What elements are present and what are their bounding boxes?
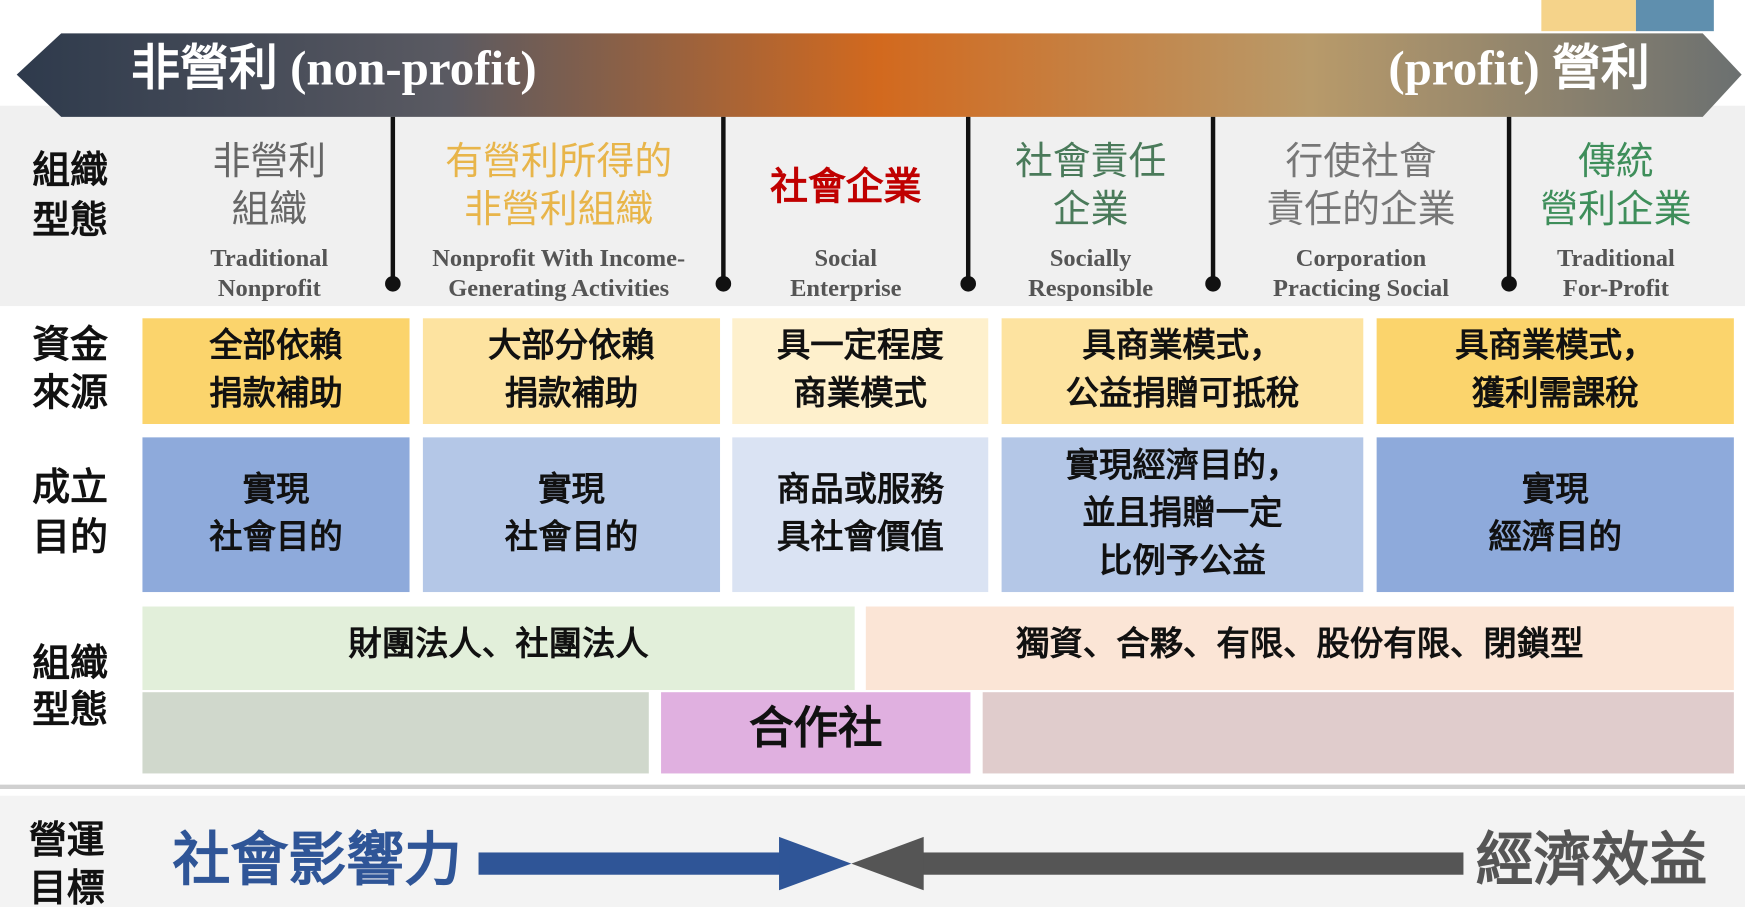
type-name-en: Socially xyxy=(1050,245,1132,272)
type-name: 營利企業 xyxy=(1540,187,1691,231)
divider-dot xyxy=(1501,275,1517,292)
type-name: 傳統 xyxy=(1578,139,1654,183)
row-label: 型態 xyxy=(32,198,108,242)
type-name: 行使社會 xyxy=(1285,139,1436,183)
type-name-en: Nonprofit xyxy=(218,275,322,302)
legal-text: 財團法人、社團法人 xyxy=(348,624,649,663)
purpose-text: 社會目的 xyxy=(505,517,639,556)
purpose-text: 經濟目的 xyxy=(1488,517,1622,556)
type-name-en: Traditional xyxy=(210,245,328,272)
funding-cell xyxy=(142,318,410,425)
purpose-cell xyxy=(1001,437,1364,593)
type-name-en: Traditional xyxy=(1557,245,1675,272)
purpose-cell xyxy=(422,437,721,593)
funding-text: 獲利需課稅 xyxy=(1472,374,1639,413)
type-name: 有營利所得的 xyxy=(445,139,672,183)
type-name: 社會責任 xyxy=(1015,139,1166,183)
funding-text: 全部依賴 xyxy=(208,326,343,365)
row-label: 目標 xyxy=(29,866,105,907)
funding-cell xyxy=(732,318,989,425)
divider-dot xyxy=(960,275,976,292)
funding-text: 具商業模式， xyxy=(1082,326,1282,365)
row-label: 資金 xyxy=(32,323,108,367)
type-name: 企業 xyxy=(1053,187,1129,231)
purpose-text: 實現 xyxy=(538,469,605,508)
legal-cell xyxy=(661,692,971,774)
row-label: 組織 xyxy=(32,641,108,685)
arrow-head xyxy=(851,836,924,891)
divider-dot xyxy=(715,275,732,292)
type-name: 社會企業 xyxy=(770,165,921,209)
purpose-text: 實現 xyxy=(243,469,310,508)
type-name-en: Enterprise xyxy=(790,275,902,302)
legal-cell xyxy=(142,606,855,690)
legal-cell xyxy=(865,606,1734,690)
legal-cell xyxy=(142,692,649,774)
goal-social: 社會影響力 xyxy=(173,826,462,894)
funding-cell xyxy=(1001,318,1364,425)
funding-cell xyxy=(422,318,721,425)
type-name: 非營利 xyxy=(213,139,327,183)
deco-box xyxy=(1635,0,1714,32)
type-name: 責任的企業 xyxy=(1266,187,1455,231)
funding-text: 大部分依賴 xyxy=(488,326,655,365)
header-right: (profit) 營利 xyxy=(1388,41,1650,96)
purpose-cell xyxy=(732,437,989,593)
header-band xyxy=(0,105,1745,307)
row-label: 營運 xyxy=(29,818,105,862)
funding-text: 捐款補助 xyxy=(209,374,343,413)
purpose-text: 實現 xyxy=(1522,469,1589,508)
funding-text: 具一定程度 xyxy=(777,326,945,365)
purpose-cell xyxy=(142,437,410,593)
type-name: 非營利組織 xyxy=(464,187,653,231)
type-name-en: Practicing Social xyxy=(1273,275,1449,302)
funding-text: 商業模式 xyxy=(794,374,928,413)
type-name: 組織 xyxy=(231,187,307,231)
arrow-shaft xyxy=(912,852,1464,875)
row-label: 型態 xyxy=(32,688,108,732)
type-name-en: Corporation xyxy=(1296,245,1427,272)
row-label: 目的 xyxy=(32,515,108,559)
spectrum-arrow xyxy=(16,33,1742,117)
goal-band xyxy=(0,795,1745,907)
funding-text: 公益捐贈可抵稅 xyxy=(1066,374,1300,413)
type-name-en: Nonprofit With Income- xyxy=(432,245,685,272)
divider-dot xyxy=(385,275,401,292)
arrow-shaft xyxy=(478,852,791,875)
type-name-en: Responsible xyxy=(1028,275,1153,302)
purpose-text: 社會目的 xyxy=(209,517,343,556)
purpose-text: 商品或服務 xyxy=(777,469,945,508)
row-label: 成立 xyxy=(32,465,108,509)
type-name-en: Social xyxy=(815,245,878,272)
purpose-text: 實現經濟目的， xyxy=(1066,445,1300,484)
purpose-text: 並且捐贈一定 xyxy=(1082,493,1282,532)
goal-economic: 經濟效益 xyxy=(1476,826,1707,894)
funding-cell xyxy=(1376,318,1734,425)
arrow-head xyxy=(779,836,852,891)
purpose-cell xyxy=(1376,437,1734,593)
legal-cell xyxy=(982,692,1734,774)
purpose-text: 比例予公益 xyxy=(1099,541,1266,580)
type-name-en: For-Profit xyxy=(1563,275,1670,302)
row-label: 組織 xyxy=(32,148,108,192)
funding-text: 捐款補助 xyxy=(505,374,639,413)
deco-box xyxy=(1541,0,1636,32)
type-name-en: Generating Activities xyxy=(448,275,669,302)
divider-dot xyxy=(1205,275,1221,292)
row-label: 來源 xyxy=(32,371,108,415)
legal-text: 獨資、合夥、有限、股份有限、閉鎖型 xyxy=(1016,624,1583,663)
header-left: 非營利 (non-profit) xyxy=(131,41,537,96)
funding-text: 具商業模式， xyxy=(1455,326,1655,365)
purpose-text: 具社會價值 xyxy=(777,517,944,556)
legal-text: 合作社 xyxy=(749,703,883,754)
